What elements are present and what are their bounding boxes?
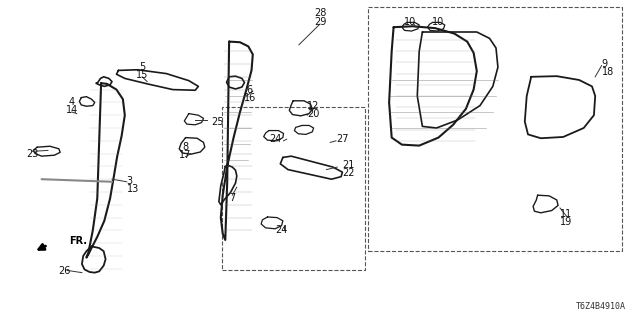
Text: 11: 11 <box>560 209 573 220</box>
Text: 21: 21 <box>342 160 355 170</box>
Text: FR.: FR. <box>69 236 87 246</box>
Text: 27: 27 <box>336 134 349 144</box>
Text: 9: 9 <box>602 59 608 69</box>
Text: 6: 6 <box>246 84 253 95</box>
Text: 24: 24 <box>269 134 282 144</box>
Text: 26: 26 <box>58 266 70 276</box>
Text: 16: 16 <box>243 92 256 103</box>
Text: 22: 22 <box>342 168 355 178</box>
Text: 12: 12 <box>307 100 320 111</box>
Text: 23: 23 <box>26 148 38 159</box>
Text: 13: 13 <box>127 184 139 194</box>
Text: 19: 19 <box>560 217 573 228</box>
Text: 3: 3 <box>127 176 133 186</box>
Text: 10: 10 <box>403 17 416 28</box>
Text: 29: 29 <box>314 17 326 28</box>
Text: 8: 8 <box>182 142 189 152</box>
Text: 28: 28 <box>314 8 326 18</box>
Text: 7: 7 <box>229 193 236 204</box>
Bar <box>368 7 622 251</box>
Text: 10: 10 <box>432 17 445 28</box>
Text: 15: 15 <box>136 70 148 80</box>
Text: 14: 14 <box>65 105 78 116</box>
Text: 17: 17 <box>179 150 192 160</box>
Text: 4: 4 <box>68 97 75 108</box>
Text: 18: 18 <box>602 67 614 77</box>
Text: T6Z4B4910A: T6Z4B4910A <box>576 302 626 311</box>
Text: 20: 20 <box>307 108 320 119</box>
Text: 25: 25 <box>211 116 224 127</box>
Bar <box>222 107 365 270</box>
Text: 5: 5 <box>139 62 145 72</box>
Text: 24: 24 <box>275 225 288 236</box>
